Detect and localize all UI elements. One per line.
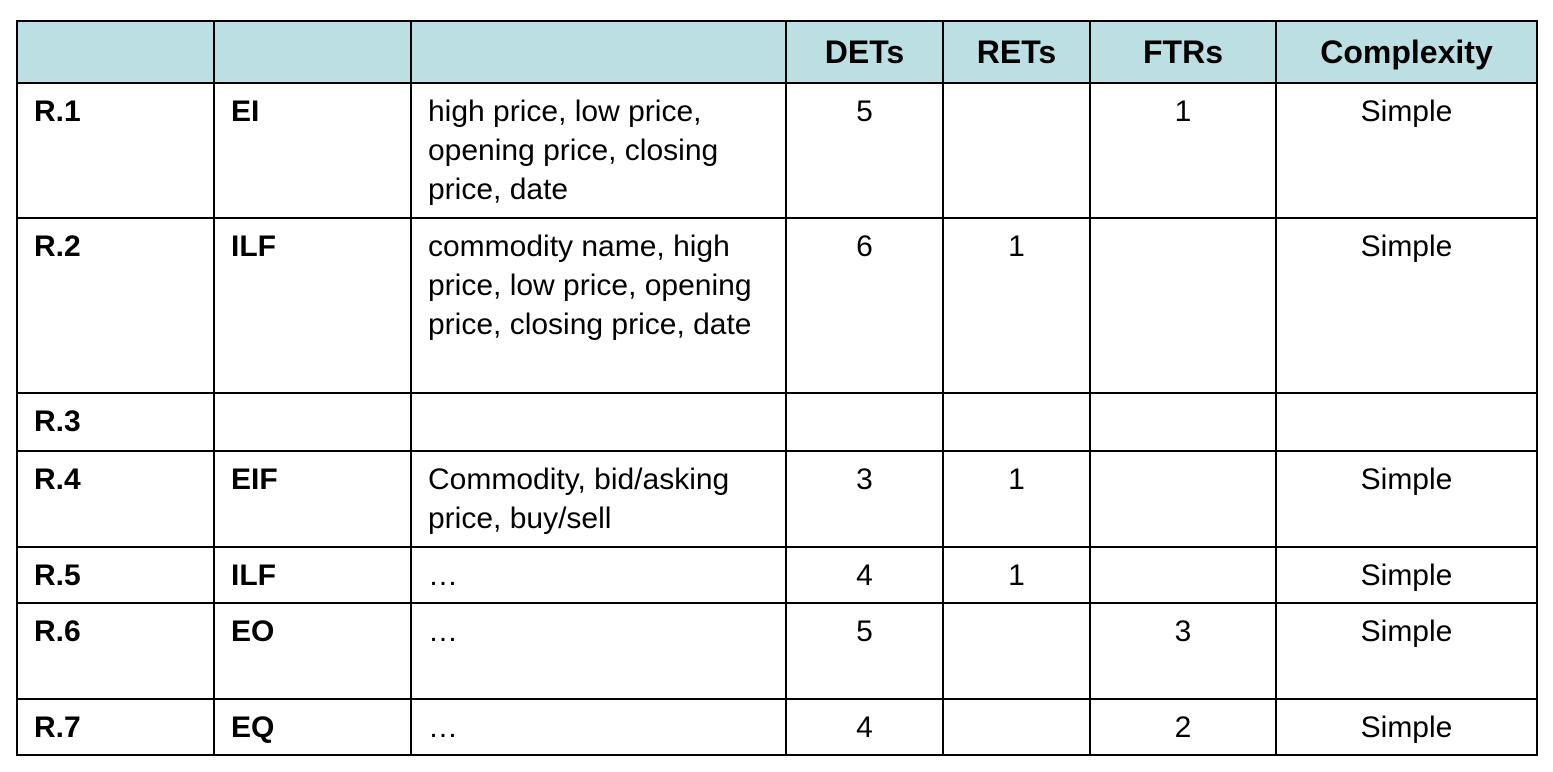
row-description: … [410,602,787,700]
row-complexity: Simple [1275,546,1538,604]
row-dets: 6 [785,217,944,394]
row-rets [942,82,1091,219]
row-description: … [410,698,787,756]
row-dets [785,392,944,452]
row-ftrs: 3 [1089,602,1277,700]
row-ftrs [1089,217,1277,394]
row-id: R.7 [16,698,215,756]
row-ftrs [1089,392,1277,452]
row-id: R.1 [16,82,215,219]
row-id: R.2 [16,217,215,394]
header-complexity: Complexity [1275,20,1538,84]
row-type: EO [213,602,412,700]
row-rets [942,698,1091,756]
row-type: ILF [213,546,412,604]
table-row: R.2 ILF commodity name, high price, low … [16,217,1538,394]
row-dets: 5 [785,82,944,219]
row-complexity: Simple [1275,698,1538,756]
row-id: R.3 [16,392,215,452]
header-row: DETs RETs FTRs Complexity [16,20,1538,84]
row-ftrs [1089,450,1277,548]
row-ftrs: 1 [1089,82,1277,219]
row-description: high price, low price, opening price, cl… [410,82,787,219]
header-rets: RETs [942,20,1091,84]
row-complexity [1275,392,1538,452]
row-dets: 5 [785,602,944,700]
row-rets [942,392,1091,452]
row-rets: 1 [942,217,1091,394]
row-type: EI [213,82,412,219]
row-id: R.4 [16,450,215,548]
row-complexity: Simple [1275,450,1538,548]
header-description [410,20,787,84]
row-complexity: Simple [1275,602,1538,700]
row-ftrs: 2 [1089,698,1277,756]
row-type [213,392,412,452]
row-type: ILF [213,217,412,394]
row-dets: 4 [785,546,944,604]
table-row: R.6 EO … 5 3 Simple [16,602,1538,700]
row-description [410,392,787,452]
table-row: R.5 ILF … 4 1 Simple [16,546,1538,604]
table-row: R.4 EIF Commodity, bid/asking price, buy… [16,450,1538,548]
row-description: … [410,546,787,604]
row-rets [942,602,1091,700]
header-type [213,20,412,84]
row-rets: 1 [942,546,1091,604]
table-row: R.7 EQ … 4 2 Simple [16,698,1538,756]
row-dets: 3 [785,450,944,548]
row-ftrs [1089,546,1277,604]
row-complexity: Simple [1275,217,1538,394]
row-dets: 4 [785,698,944,756]
row-description: Commodity, bid/asking price, buy/sell [410,450,787,548]
row-rets: 1 [942,450,1091,548]
row-id: R.6 [16,602,215,700]
row-type: EQ [213,698,412,756]
table-row: R.1 EI high price, low price, opening pr… [16,82,1538,219]
row-complexity: Simple [1275,82,1538,219]
row-type: EIF [213,450,412,548]
header-id [16,20,215,84]
header-ftrs: FTRs [1089,20,1277,84]
table-row: R.3 [16,392,1538,452]
row-id: R.5 [16,546,215,604]
function-point-table: DETs RETs FTRs Complexity R.1 EI high pr… [16,20,1538,756]
row-description: commodity name, high price, low price, o… [410,217,787,394]
header-dets: DETs [785,20,944,84]
